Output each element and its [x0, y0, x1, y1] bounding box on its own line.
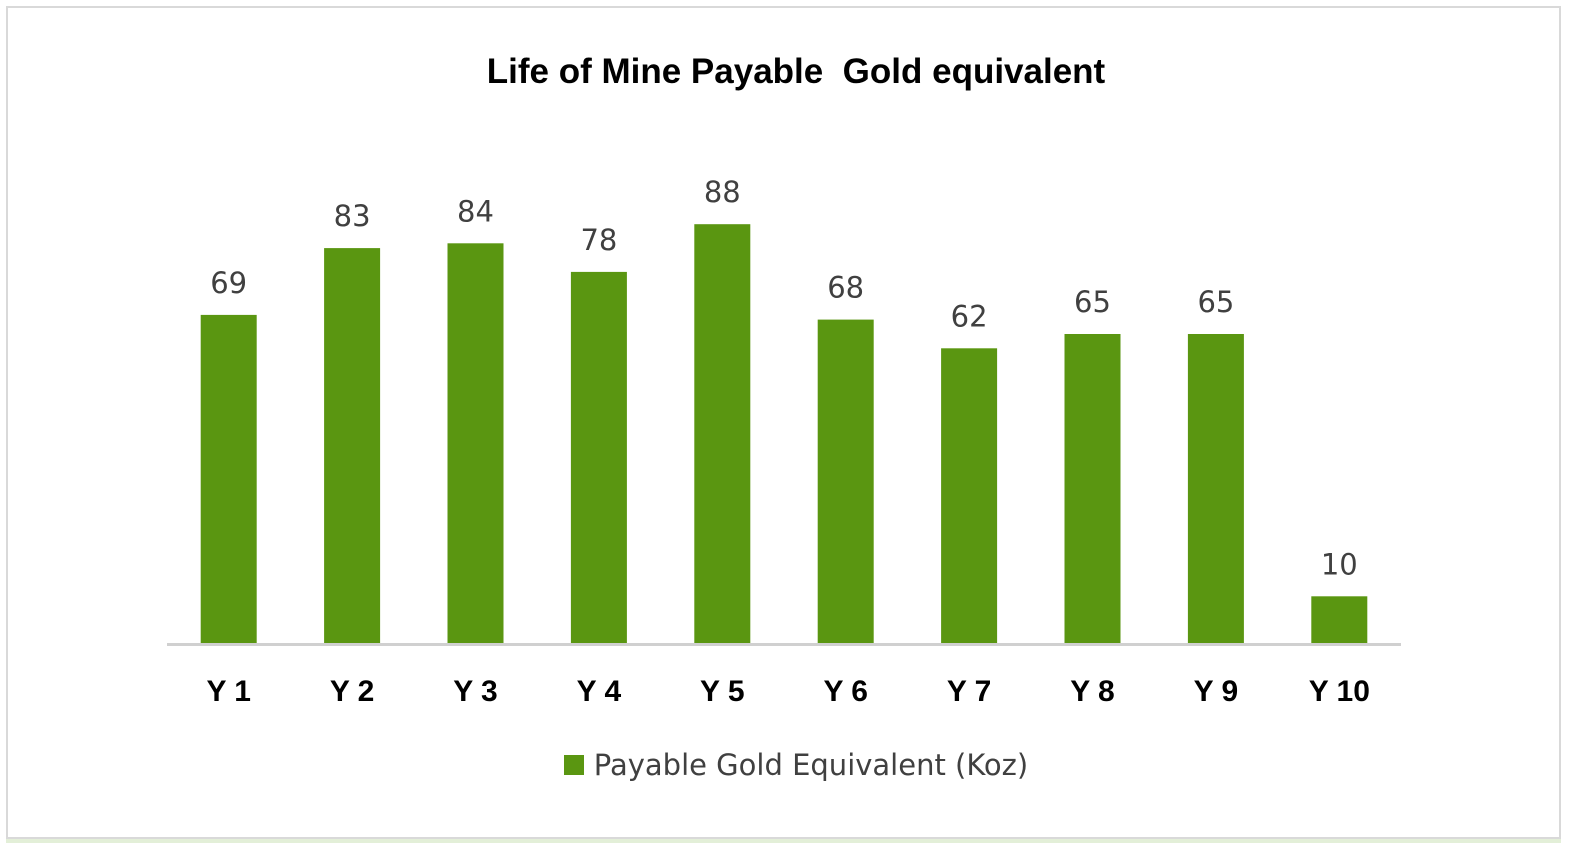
data-label: 68 — [827, 271, 864, 305]
bar-y1 — [200, 314, 257, 644]
x-tick-label: Y 8 — [1070, 675, 1115, 708]
bar-y9 — [1187, 334, 1244, 644]
data-label: 83 — [334, 199, 371, 233]
bar-y7 — [941, 348, 998, 644]
bar-y3 — [447, 243, 504, 645]
x-tick-label: Y 3 — [453, 675, 498, 708]
x-tick-label: Y 5 — [700, 675, 745, 708]
chart-title: Life of Mine Payable Gold equivalent — [486, 52, 1106, 91]
frame-bottom-accent — [6, 839, 1561, 843]
bar-y10 — [1311, 596, 1368, 644]
bar-y8 — [1064, 334, 1121, 644]
x-tick-label: Y 2 — [330, 675, 375, 708]
data-label: 62 — [951, 299, 988, 333]
x-tick-label: Y 7 — [947, 675, 992, 708]
data-label: 84 — [457, 194, 494, 228]
bar-y6 — [817, 319, 874, 644]
legend-label: Payable Gold Equivalent (Koz) — [593, 748, 1029, 782]
data-label: 65 — [1197, 285, 1234, 319]
data-label: 78 — [580, 223, 617, 257]
data-label: 88 — [704, 175, 741, 209]
chart-frame — [6, 6, 1561, 839]
x-tick-label: Y 6 — [823, 675, 868, 708]
legend-swatch — [563, 755, 584, 775]
chart-legend: Payable Gold Equivalent (Koz) — [0, 748, 1592, 782]
bar-y4 — [570, 271, 627, 644]
x-tick-label: Y 4 — [577, 675, 622, 708]
bar-y5 — [694, 224, 751, 644]
bar-y2 — [324, 248, 381, 644]
data-label: 69 — [210, 266, 247, 300]
x-tick-label: Y 10 — [1309, 675, 1370, 708]
data-label: 65 — [1074, 285, 1111, 319]
x-tick-label: Y 1 — [206, 675, 251, 708]
x-tick-label: Y 9 — [1194, 675, 1239, 708]
data-label: 10 — [1321, 547, 1358, 581]
